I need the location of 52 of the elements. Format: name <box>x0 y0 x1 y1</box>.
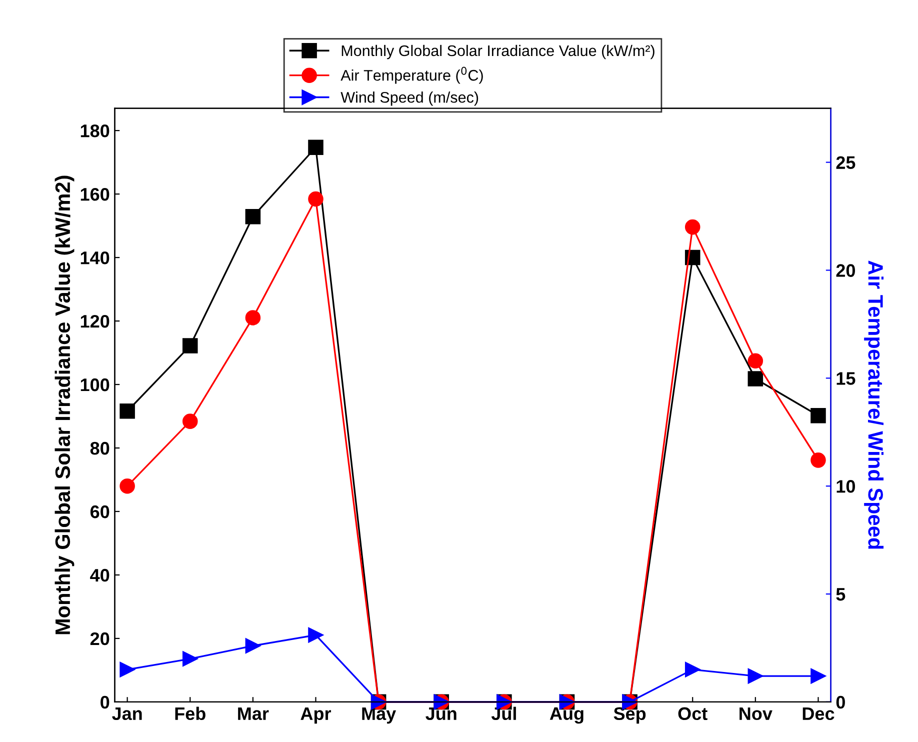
y-tick-label: 100 <box>80 378 110 392</box>
point <box>120 662 135 678</box>
x-tick-label: Oct <box>678 707 708 720</box>
y-tick-label: 40 <box>90 568 110 582</box>
y-tick-label: 20 <box>90 632 110 646</box>
y2-tick-label: 20 <box>836 264 855 277</box>
point <box>245 310 261 326</box>
x-tick-label: Jun <box>426 707 456 720</box>
point <box>182 651 198 666</box>
point <box>308 191 324 207</box>
point <box>748 371 764 386</box>
point <box>810 668 826 684</box>
y2-tick-label: 5 <box>836 588 846 601</box>
y-tick-label: 0 <box>100 696 110 709</box>
y2-tick-label: 25 <box>836 156 856 170</box>
legend-label: Air Temperature ($^{0}$C) <box>340 66 483 84</box>
y-axis-title: Monthly Global Solar Irradiance Value (kW/m2) <box>54 176 74 634</box>
y2-tick-label: 15 <box>836 372 856 385</box>
y2-tick-label: 0 <box>836 696 845 709</box>
x-tick-label: Dec <box>802 707 834 720</box>
point <box>748 668 764 684</box>
point <box>810 408 826 424</box>
x-tick-label: Jan <box>112 707 142 720</box>
legend-label: Wind Speed (m/sec) <box>340 92 478 106</box>
x-tick-label: Sep <box>614 707 646 724</box>
point <box>308 140 324 156</box>
y2-tick-label: 10 <box>836 480 855 493</box>
x-tick-label: Apr <box>300 707 332 724</box>
point <box>684 662 700 678</box>
y-tick-label: 120 <box>80 314 110 328</box>
point <box>245 638 261 654</box>
x-tick-label: Mar <box>238 707 269 720</box>
x-tick-label: Nov <box>740 707 772 720</box>
x-tick-label: Feb <box>175 706 206 720</box>
y-tick-label: 60 <box>90 505 110 518</box>
point <box>810 452 826 468</box>
point <box>182 338 198 354</box>
point <box>182 414 198 429</box>
point <box>748 353 764 369</box>
point <box>684 219 700 235</box>
y-tick-label: 160 <box>80 188 110 201</box>
point <box>120 404 135 419</box>
x-tick-label: May <box>362 707 396 724</box>
point <box>308 627 324 643</box>
y-tick-label: 140 <box>80 251 110 264</box>
x-tick-label: Aug <box>550 707 584 724</box>
y-tick-label: 180 <box>80 124 110 138</box>
legend-label: Monthly Global Solar Irradiance Value (kW/m²) <box>342 44 654 60</box>
y-tick-label: 80 <box>90 442 110 455</box>
point <box>245 208 261 224</box>
y2-axis-title: Air Temperature/ Wind Speed <box>864 260 884 549</box>
point <box>120 478 135 494</box>
